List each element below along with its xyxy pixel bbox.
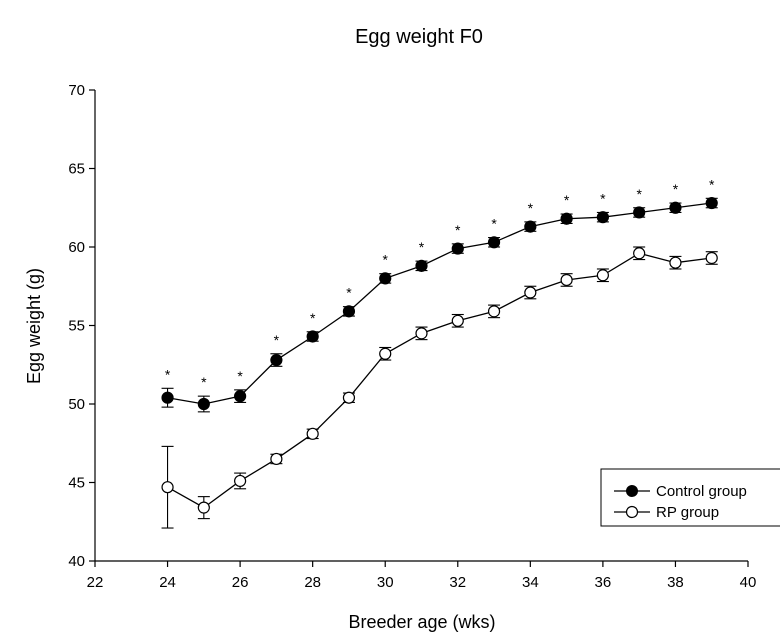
data-point [705, 251, 718, 265]
data-point [633, 206, 646, 219]
data-point [669, 201, 682, 214]
data-point [234, 390, 247, 403]
data-point [306, 330, 319, 343]
data-point [197, 501, 210, 514]
x-tick-label: 38 [667, 574, 684, 591]
data-point [451, 242, 464, 255]
data-point [415, 259, 428, 272]
significance-star: * [709, 176, 715, 192]
significance-star: * [673, 181, 679, 197]
data-point [342, 305, 356, 318]
legend-label-control: Control group [656, 483, 747, 500]
data-point [451, 314, 464, 327]
significance-star: * [419, 239, 425, 255]
data-point [234, 474, 247, 488]
significance-star: * [382, 252, 388, 268]
data-point [306, 427, 319, 440]
x-tick-label: 40 [740, 574, 757, 591]
legend-marker-rp [625, 505, 639, 519]
x-tick-label: 30 [377, 574, 394, 591]
data-point [270, 452, 283, 466]
significance-star: * [600, 190, 606, 206]
data-point [596, 211, 609, 224]
y-tick-label: 60 [68, 239, 85, 256]
x-tick-label: 34 [522, 574, 539, 591]
significance-star: * [528, 200, 534, 216]
data-point [379, 272, 392, 285]
significance-star: * [346, 285, 352, 301]
y-tick-label: 65 [68, 161, 85, 178]
significance-star: * [491, 216, 497, 232]
data-point [560, 212, 573, 225]
x-tick-label: 36 [595, 574, 612, 591]
significance-star: * [564, 192, 570, 208]
data-point [705, 196, 718, 210]
data-point [161, 391, 174, 404]
series-layer [161, 196, 718, 529]
chart-title: Egg weight F0 [355, 26, 483, 48]
axes: 40 45 50 55 60 65 70 22 24 26 28 30 32 34 36 38 40 [68, 82, 756, 591]
data-point [560, 273, 573, 287]
y-tick-label: 45 [68, 475, 85, 492]
x-axis-label: Breeder age (wks) [348, 612, 495, 632]
data-point [669, 256, 682, 269]
data-point [342, 391, 356, 404]
data-point [161, 481, 174, 494]
significance-star: * [636, 186, 642, 202]
data-point [596, 269, 609, 282]
legend-label-rp: RP group [656, 504, 719, 521]
x-tick-label: 24 [159, 574, 176, 591]
significance-star: * [165, 366, 171, 382]
y-tick-label: 40 [68, 553, 85, 570]
y-tick-label: 70 [68, 82, 85, 99]
significance-star: * [201, 374, 207, 390]
y-tick-label: 50 [68, 396, 85, 413]
x-tick-label: 32 [449, 574, 466, 591]
data-point [524, 220, 537, 233]
significance-star: * [237, 368, 243, 384]
data-point [197, 397, 210, 411]
x-tick-label: 26 [232, 574, 249, 591]
series-line [167, 252, 712, 509]
data-point [633, 247, 646, 260]
x-tick-label: 28 [304, 574, 321, 591]
data-point [524, 286, 537, 299]
data-point [487, 305, 501, 318]
series-line [167, 202, 712, 405]
significance-star: * [455, 222, 461, 238]
data-point [379, 347, 392, 360]
series-rp [161, 246, 718, 529]
significance-star: * [274, 332, 280, 348]
legend: Control group RP group [600, 468, 780, 527]
significance-markers: * * * * * * * * * * * * * * * * [165, 176, 715, 390]
data-point [415, 327, 428, 340]
data-point [487, 236, 501, 249]
y-axis-label: Egg weight (g) [24, 268, 44, 384]
y-tick-label: 55 [68, 318, 85, 335]
series-control [161, 196, 718, 413]
significance-star: * [310, 310, 316, 326]
x-tick-label: 22 [87, 574, 104, 591]
data-point [270, 353, 283, 367]
legend-marker-control [626, 485, 638, 497]
